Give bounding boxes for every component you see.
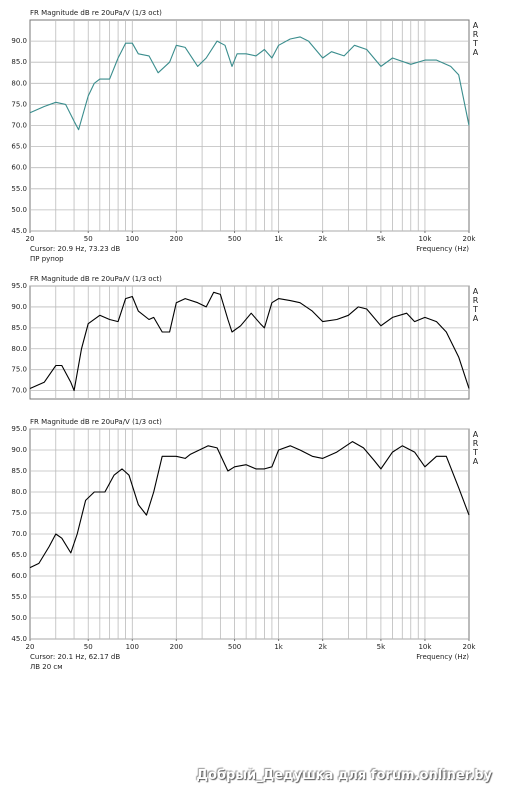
- response-curve: [29, 441, 470, 569]
- x-tick-label: 50: [84, 643, 93, 651]
- chart-title: FR Magnitude dB re 20uPa/V (1/3 oct): [30, 275, 162, 283]
- y-tick-label: 45.0: [11, 227, 27, 235]
- y-tick-label: 60.0: [11, 164, 27, 172]
- y-tick-label: 70.0: [11, 122, 27, 130]
- arta-logo: ARTA: [471, 287, 480, 323]
- cursor-readout: Cursor: 20.1 Hz, 62.17 dB: [30, 653, 120, 661]
- x-tick-label: 5k: [377, 643, 386, 651]
- x-tick-label: 20: [26, 235, 35, 243]
- cursor-readout: Cursor: 20.9 Hz, 73.23 dB: [30, 245, 120, 253]
- plot-area: [29, 285, 470, 400]
- y-tick-label: 70.0: [11, 530, 27, 538]
- x-tick-label: 1k: [274, 235, 283, 243]
- response-curve: [29, 36, 470, 131]
- y-tick-label: 90.0: [11, 303, 27, 311]
- x-tick-label: 200: [170, 643, 183, 651]
- y-tick-label: 80.0: [11, 345, 27, 353]
- y-tick-label: 80.0: [11, 488, 27, 496]
- y-tick-label: 75.0: [11, 509, 27, 517]
- x-tick-label: 20k: [463, 643, 477, 651]
- y-tick-label: 85.0: [11, 467, 27, 475]
- y-tick-label: 65.0: [11, 551, 27, 559]
- x-axis-label: Frequency (Hz): [416, 245, 469, 253]
- y-tick-label: 55.0: [11, 185, 27, 193]
- y-tick-label: 90.0: [11, 446, 27, 454]
- chart-title: FR Magnitude dB re 20uPa/V (1/3 oct): [30, 9, 162, 17]
- y-tick-label: 70.0: [11, 387, 27, 395]
- x-tick-label: 5k: [377, 235, 386, 243]
- x-tick-label: 200: [170, 235, 183, 243]
- x-tick-label: 2k: [318, 643, 327, 651]
- x-axis-label: Frequency (Hz): [416, 653, 469, 661]
- x-tick-label: 10k: [418, 235, 432, 243]
- watermark: Добрый_Дедушка для forum.onliner.by: [196, 768, 492, 783]
- x-tick-label: 100: [126, 235, 139, 243]
- y-tick-label: 80.0: [11, 79, 27, 87]
- x-tick-label: 10k: [418, 643, 432, 651]
- x-tick-label: 50: [84, 235, 93, 243]
- y-tick-label: 85.0: [11, 58, 27, 66]
- x-tick-label: 20k: [463, 235, 477, 243]
- x-tick-label: 500: [228, 235, 241, 243]
- y-tick-label: 45.0: [11, 635, 27, 643]
- x-tick-label: 1k: [274, 643, 283, 651]
- x-tick-label: 2k: [318, 235, 327, 243]
- y-tick-label: 95.0: [11, 282, 27, 290]
- arta-logo: ARTA: [471, 21, 480, 57]
- y-tick-label: 50.0: [11, 206, 27, 214]
- y-tick-label: 50.0: [11, 614, 27, 622]
- measurement-label: ПР рупор: [30, 255, 64, 263]
- x-tick-label: 100: [126, 643, 139, 651]
- chart-title: FR Magnitude dB re 20uPa/V (1/3 oct): [30, 418, 162, 426]
- measurement-label: ЛВ 20 см: [30, 663, 63, 671]
- y-tick-label: 60.0: [11, 572, 27, 580]
- y-tick-label: 90.0: [11, 37, 27, 45]
- y-tick-label: 85.0: [11, 324, 27, 332]
- y-tick-label: 75.0: [11, 100, 27, 108]
- y-tick-label: 55.0: [11, 593, 27, 601]
- arta-logo: ARTA: [471, 430, 480, 466]
- y-tick-label: 95.0: [11, 425, 27, 433]
- response-curve: [29, 291, 470, 392]
- y-tick-label: 75.0: [11, 366, 27, 374]
- y-tick-label: 65.0: [11, 143, 27, 151]
- x-tick-label: 20: [26, 643, 35, 651]
- x-tick-label: 500: [228, 643, 241, 651]
